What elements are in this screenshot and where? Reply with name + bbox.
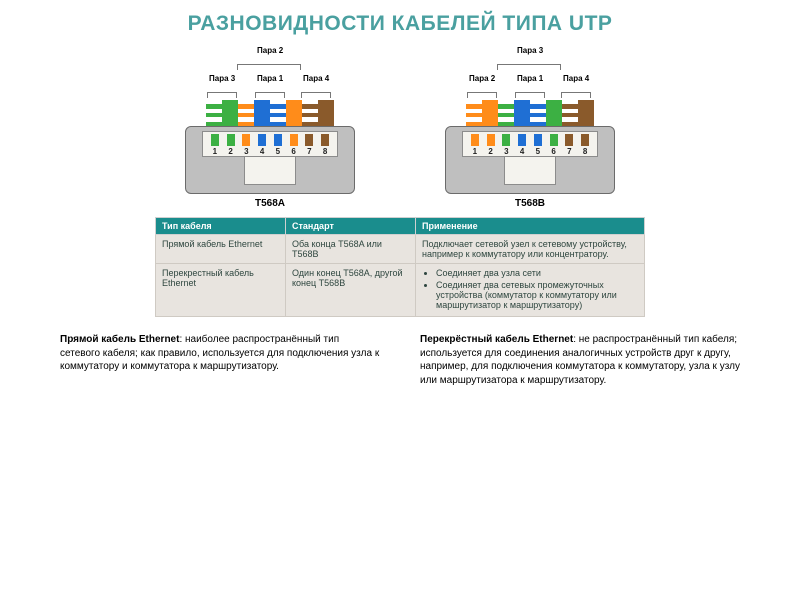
connector-label: T568B xyxy=(515,198,545,209)
connector-diagrams: Пара 2Пара 3Пара 1Пара 412345678T568AПар… xyxy=(30,46,770,209)
description-straight: Прямой кабель Ethernet: наиболее распрос… xyxy=(60,333,380,387)
table-header: Тип кабеля xyxy=(156,218,286,235)
page-title: РАЗНОВИДНОСТИ КАБЕЛЕЙ ТИПА UTP xyxy=(30,12,770,36)
table-row: Прямой кабель EthernetОба конца T568A ил… xyxy=(156,235,645,264)
connector-t568b: Пара 3Пара 2Пара 1Пара 412345678T568B xyxy=(445,46,615,209)
table-header: Применение xyxy=(416,218,645,235)
rj45-jack-icon: 12345678 xyxy=(445,126,615,194)
connector-t568a: Пара 2Пара 3Пара 1Пара 412345678T568A xyxy=(185,46,355,209)
connector-label: T568A xyxy=(255,198,285,209)
cable-types-table: Тип кабеляСтандартПрименение Прямой кабе… xyxy=(155,217,645,317)
table-row: Перекрестный кабель EthernetОдин конец T… xyxy=(156,264,645,317)
table-header: Стандарт xyxy=(286,218,416,235)
description-crossover: Перекрёстный кабель Ethernet: не распрос… xyxy=(420,333,740,387)
descriptions: Прямой кабель Ethernet: наиболее распрос… xyxy=(30,333,770,387)
rj45-jack-icon: 12345678 xyxy=(185,126,355,194)
